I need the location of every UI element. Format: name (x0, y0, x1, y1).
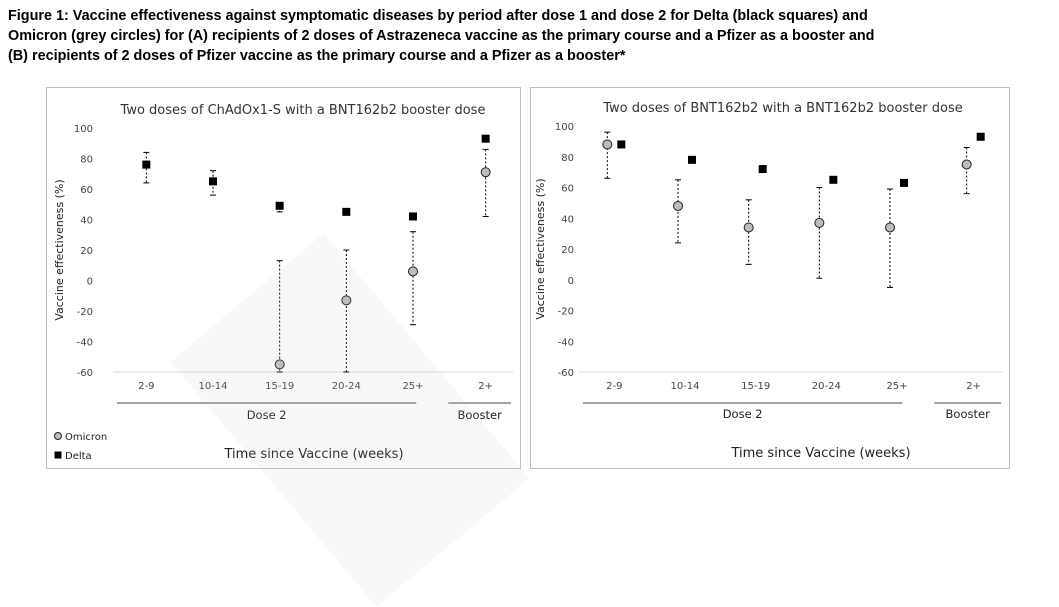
y-tick-label: 60 (561, 184, 574, 195)
chart-title: Two doses of ChAdOx1-S with a BNT162b2 b… (120, 103, 486, 118)
x-tick-label: 2+ (478, 381, 493, 392)
y-tick-label: -60 (558, 368, 574, 379)
y-tick-label: 20 (80, 246, 93, 257)
legend-label: Delta (65, 451, 92, 462)
group-label: Dose 2 (723, 407, 763, 421)
delta-point (209, 177, 217, 186)
omicron-point (743, 222, 754, 233)
chart-b-svg: Two doses of BNT162b2 with a BNT162b2 bo… (534, 101, 1003, 461)
omicron-point (274, 359, 285, 370)
x-tick-label: 25+ (402, 381, 423, 392)
omicron-point (480, 167, 491, 178)
y-axis-label: Vaccine effectiveness (%) (534, 178, 547, 319)
delta-point (900, 178, 908, 187)
caption-line-2: Omicron (grey circles) for (A) recipient… (8, 28, 875, 44)
y-tick-label: 100 (555, 122, 574, 133)
omicron-point (961, 159, 972, 170)
x-tick-label: 2+ (966, 381, 981, 392)
y-tick-label: -20 (558, 307, 574, 318)
y-tick-label: -40 (77, 338, 93, 349)
y-tick-label: 80 (80, 155, 93, 166)
y-tick-label: 80 (561, 153, 574, 164)
delta-point (409, 212, 417, 221)
omicron-point (673, 200, 683, 211)
group-label: Booster (458, 408, 503, 422)
legend-label: Omicron (65, 432, 107, 443)
x-tick-label: 2-9 (606, 381, 622, 392)
delta-point (617, 140, 626, 149)
x-tick-label: 20-24 (812, 381, 841, 392)
y-tick-label: -20 (77, 307, 93, 318)
figure-caption: Figure 1: Vaccine effectiveness against … (8, 6, 1048, 66)
group-label: Dose 2 (247, 408, 287, 422)
chart-panel-b: Two doses of BNT162b2 with a BNT162b2 bo… (530, 87, 1010, 469)
chart-title: Two doses of BNT162b2 with a BNT162b2 bo… (602, 101, 962, 116)
x-tick-label: 10-14 (198, 381, 227, 392)
y-tick-label: 60 (80, 185, 93, 196)
delta-point (829, 175, 838, 184)
x-axis-title: Time since Vaccine (weeks) (223, 447, 403, 462)
caption-line-3: (B) recipients of 2 doses of Pfizer vacc… (8, 48, 626, 64)
delta-point (758, 165, 767, 174)
y-axis-label: Vaccine effectiveness (%) (53, 179, 66, 320)
y-tick-label: -40 (558, 337, 574, 348)
delta-point (481, 134, 490, 143)
x-tick-label: 2-9 (138, 381, 154, 392)
omicron-point (408, 266, 418, 277)
chart-panel-a: Two doses of ChAdOx1-S with a BNT162b2 b… (46, 87, 521, 469)
y-tick-label: 0 (568, 276, 574, 287)
x-tick-label: 10-14 (670, 381, 699, 392)
y-tick-label: 100 (74, 124, 93, 135)
y-tick-label: 40 (561, 214, 574, 225)
y-tick-label: 20 (561, 245, 574, 256)
delta-point (688, 155, 696, 164)
delta-point (142, 160, 151, 169)
y-tick-label: 40 (80, 216, 93, 227)
delta-point (275, 201, 284, 210)
x-axis-title: Time since Vaccine (weeks) (730, 446, 910, 461)
x-tick-label: 15-19 (265, 381, 294, 392)
omicron-point (814, 217, 825, 228)
group-label: Booster (946, 407, 991, 421)
omicron-point (602, 139, 613, 150)
chart-a-svg: Two doses of ChAdOx1-S with a BNT162b2 b… (53, 103, 513, 462)
y-tick-label: -60 (77, 368, 93, 379)
delta-point (976, 132, 985, 141)
x-tick-label: 20-24 (332, 381, 361, 392)
omicron-point (885, 222, 895, 233)
delta-point (342, 207, 351, 216)
omicron-point (341, 295, 352, 306)
x-tick-label: 25+ (886, 381, 907, 392)
y-tick-label: 0 (87, 277, 93, 288)
caption-line-1: Figure 1: Vaccine effectiveness against … (8, 8, 868, 24)
x-tick-label: 15-19 (741, 381, 770, 392)
legend-delta-marker (54, 451, 62, 459)
legend-omicron-marker (54, 432, 62, 440)
